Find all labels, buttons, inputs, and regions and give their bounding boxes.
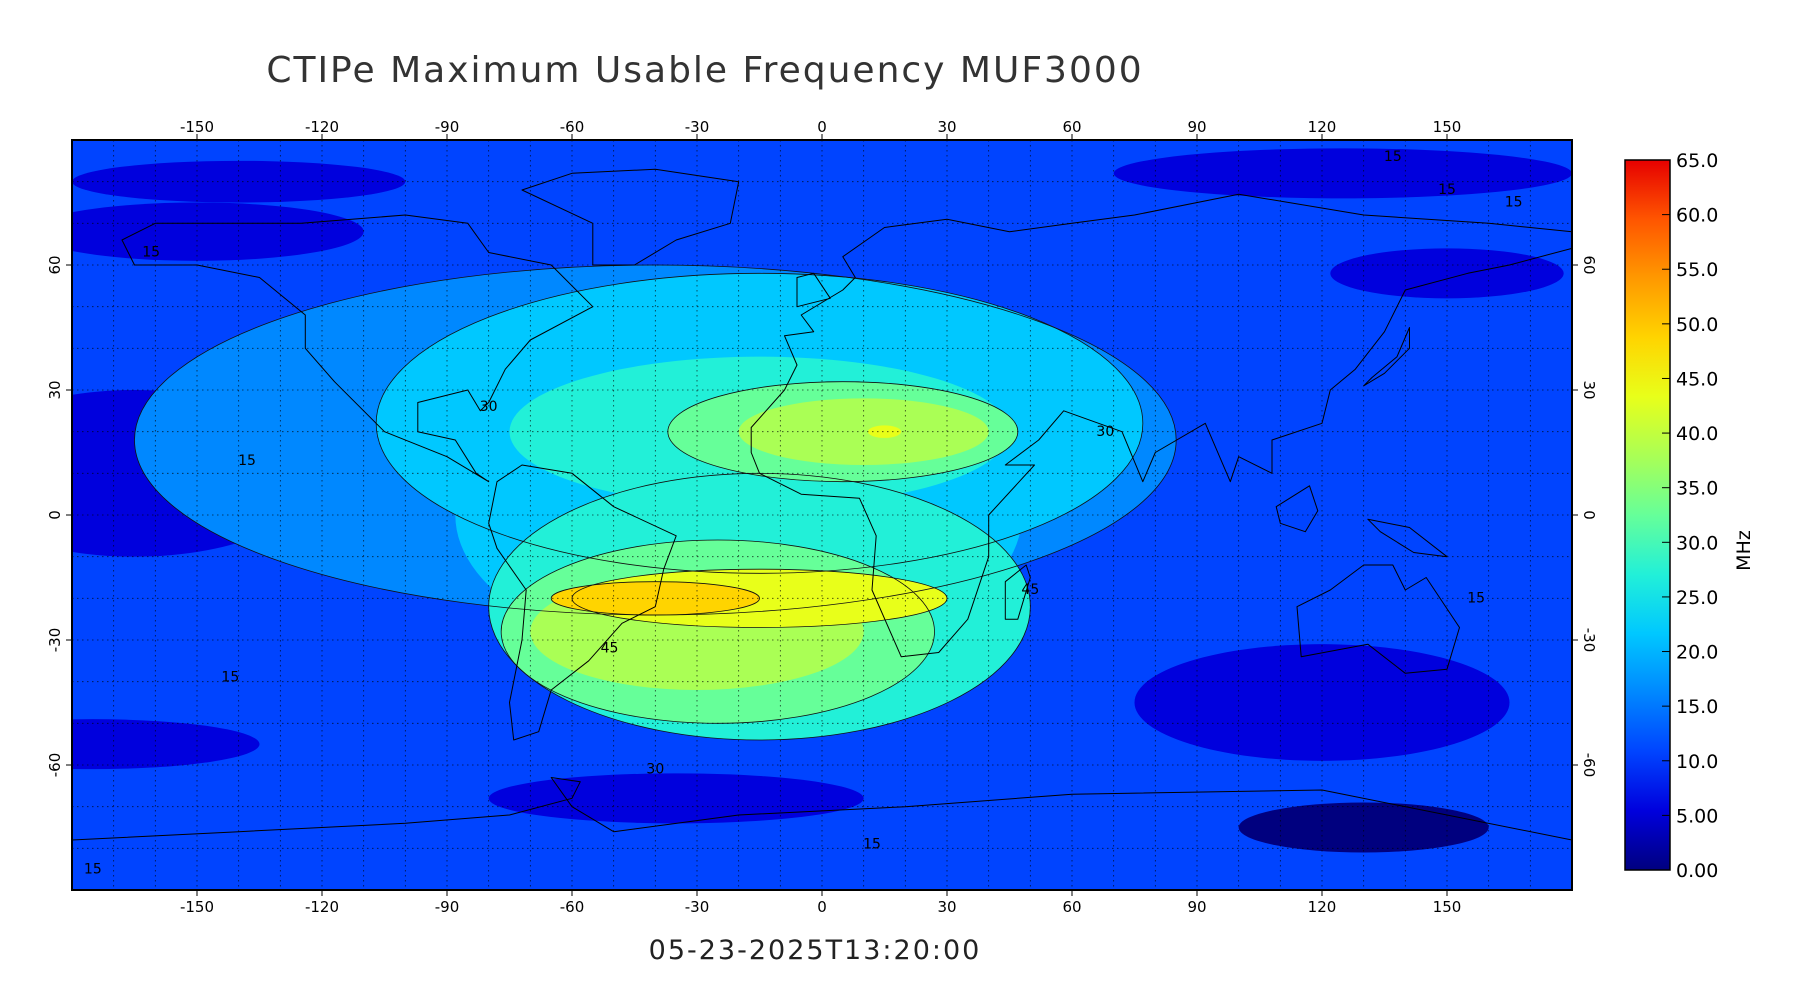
x-tick-label-top: 120	[1308, 118, 1337, 136]
colorbar-tick-label: 35.0	[1676, 478, 1718, 500]
x-tick-label-bottom: -60	[560, 898, 585, 916]
contour-label: 30	[646, 761, 664, 777]
x-tick-label-top: 60	[1062, 118, 1081, 136]
colorbar-tick-label: 45.0	[1676, 368, 1718, 390]
contour-label: 15	[1384, 149, 1402, 165]
colorbar-tick-label: 5.00	[1676, 805, 1718, 827]
contour-label: 15	[1505, 195, 1523, 211]
contour-label: 15	[863, 836, 881, 852]
contour-label: 15	[84, 861, 102, 877]
low-south-pacific	[72, 719, 260, 770]
x-tick-label-top: -90	[435, 118, 460, 136]
colorbar-tick-label: 15.0	[1676, 696, 1718, 718]
x-tick-label-bottom: -150	[180, 898, 214, 916]
contour-line	[550, 581, 760, 616]
x-tick-label-top: 30	[937, 118, 956, 136]
lowest-antarctic	[1238, 802, 1489, 853]
y-tick-label-right: 0	[1580, 510, 1598, 520]
y-tick-label-left: 60	[46, 255, 64, 274]
coastline-australia	[1296, 564, 1460, 674]
y-tick-label-right: 30	[1580, 380, 1598, 399]
graticule	[72, 140, 1572, 890]
y-tick-label-right: -60	[1580, 753, 1598, 778]
contour-label: 15	[238, 453, 256, 469]
contour-label: 45	[1021, 582, 1039, 598]
field-north-40	[738, 398, 989, 465]
x-tick-label-top: -150	[180, 118, 214, 136]
y-tick-label-left: 0	[46, 510, 64, 520]
x-tick-label-bottom: -90	[435, 898, 460, 916]
x-tick-label-bottom: 90	[1187, 898, 1206, 916]
chart-title: CTIPe Maximum Usable Frequency MUF3000	[266, 50, 1144, 91]
contour-label: 15	[1467, 591, 1485, 607]
north-peak	[867, 425, 902, 438]
colorbar-tick-label: 10.0	[1676, 751, 1718, 773]
x-tick-label-bottom: -120	[305, 898, 339, 916]
contour-label: 15	[142, 245, 160, 261]
colorbar-unit-label: MHz	[1733, 530, 1755, 571]
colorbar-tick-label: 55.0	[1676, 259, 1718, 281]
x-tick-label-bottom: 120	[1308, 898, 1337, 916]
contour-label: 15	[221, 670, 239, 686]
muf-field	[72, 140, 1572, 890]
x-tick-label-top: -120	[305, 118, 339, 136]
colorbar-tick-label: 0.00	[1676, 860, 1718, 882]
colorbar-tick-label: 20.0	[1676, 642, 1718, 664]
colorbar-tick-label: 50.0	[1676, 314, 1718, 336]
crest-50	[551, 581, 760, 615]
x-tick-label-bottom: 60	[1062, 898, 1081, 916]
coastline-new-guinea	[1367, 518, 1448, 558]
x-tick-label-top: 90	[1187, 118, 1206, 136]
y-tick-label-right: 60	[1580, 255, 1598, 274]
low-arctic-asia	[1113, 148, 1572, 199]
colorbar-tick-label: 65.0	[1676, 150, 1718, 172]
colorbar-tick-label: 30.0	[1676, 532, 1718, 554]
coastline-north-america	[121, 214, 594, 483]
x-tick-label-top: 150	[1433, 118, 1462, 136]
low-south-indian	[1134, 644, 1510, 761]
colorbar-gradient	[1624, 159, 1671, 871]
x-tick-label-top: 0	[817, 118, 827, 136]
timestamp: 05-23-2025T13:20:00	[648, 935, 982, 966]
y-tick-label-left: -30	[46, 628, 64, 653]
low-southern-ocean	[488, 773, 864, 824]
contour-labels: 15 15 15 15 15 15 15 15 30 30 30 45 45 15	[84, 149, 1523, 877]
colorbar-tick-label: 60.0	[1676, 205, 1718, 227]
x-tick-label-bottom: 0	[817, 898, 827, 916]
colorbar: 65.0 60.0 55.0 50.0 45.0 40.0 35.0 30.0 25.0 20.0…	[1624, 150, 1755, 882]
contour-label: 15	[1438, 182, 1456, 198]
coastline-south-america	[488, 464, 677, 741]
colorbar-tick-label: 25.0	[1676, 587, 1718, 609]
y-tick-label-right: -30	[1580, 628, 1598, 653]
low-kamchatka	[1330, 248, 1564, 299]
low-north-pacific	[72, 202, 364, 261]
contour-label: 45	[601, 641, 619, 657]
coastline-madagascar	[1004, 564, 1031, 620]
x-tick-label-top: -60	[560, 118, 585, 136]
coastline-japan-indonesia	[1363, 327, 1410, 387]
x-tick-label-bottom: 30	[937, 898, 956, 916]
coastline-borneo	[1275, 485, 1319, 533]
contour-label: 30	[1096, 424, 1114, 440]
coastline-uk	[796, 272, 831, 308]
contour-label: 30	[480, 399, 498, 415]
x-tick-label-bottom: -30	[685, 898, 710, 916]
coastline-africa-eurasia	[750, 193, 1572, 658]
x-tick-label-top: -30	[685, 118, 710, 136]
x-tick-label-bottom: 150	[1433, 898, 1462, 916]
y-tick-label-left: 30	[46, 380, 64, 399]
axis-ticks: -150 -150 -120 -120 -90 -90 -60 -60 -30 -30 0 0 30 30…	[46, 118, 1598, 916]
colorbar-tick-label: 40.0	[1676, 423, 1718, 445]
y-tick-label-left: -60	[46, 753, 64, 778]
